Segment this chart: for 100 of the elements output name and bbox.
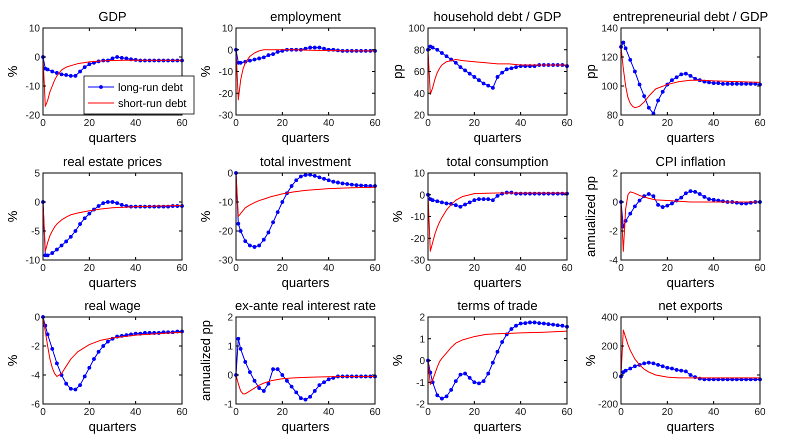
y-axis-title: % xyxy=(390,210,405,222)
point xyxy=(458,204,462,209)
point xyxy=(276,210,280,214)
point xyxy=(660,90,665,94)
y-tick-label: 100 xyxy=(408,24,426,34)
y-axis-title: pp xyxy=(583,64,598,79)
point xyxy=(454,203,458,208)
point xyxy=(285,378,289,383)
point xyxy=(331,180,336,184)
point xyxy=(472,75,476,79)
point xyxy=(472,380,476,384)
y-tick-label: -2 xyxy=(416,400,426,410)
point xyxy=(656,98,660,102)
y-tick-label: -10 xyxy=(26,82,40,92)
x-tick-label: 60 xyxy=(754,118,766,129)
y-tick-label: -200 xyxy=(598,400,618,410)
x-axis-title: quarters xyxy=(474,275,522,290)
point xyxy=(236,222,240,226)
point xyxy=(46,68,50,72)
x-tick-label: 40 xyxy=(515,118,527,129)
point xyxy=(665,204,670,208)
point xyxy=(551,322,555,327)
y-tick-label: 80 xyxy=(606,110,618,122)
point xyxy=(308,394,312,399)
y-tick-label: 0 xyxy=(227,370,234,382)
x-tick-label: 20 xyxy=(468,407,480,418)
point xyxy=(670,202,674,206)
x-axis-title: quarters xyxy=(88,275,137,290)
point xyxy=(514,324,518,328)
x-axis-title: quarters xyxy=(666,275,715,290)
point xyxy=(444,54,448,58)
point xyxy=(78,70,82,74)
point xyxy=(257,56,262,60)
y-tick-label: -2 xyxy=(609,226,618,238)
point xyxy=(60,72,64,76)
point xyxy=(449,388,454,392)
point xyxy=(740,82,744,86)
chart-title: ex-ante real interest rate xyxy=(235,298,376,313)
y-tick-label: -1 xyxy=(224,400,234,410)
point xyxy=(243,360,248,364)
point xyxy=(106,340,110,344)
point xyxy=(670,366,674,370)
y-axis-title: % xyxy=(583,354,598,366)
line-series xyxy=(620,46,760,108)
y-tick-label: 10 xyxy=(414,168,426,180)
point xyxy=(642,362,646,366)
y-tick-label: -20 xyxy=(410,234,426,245)
point xyxy=(490,198,495,202)
point xyxy=(628,212,632,216)
point xyxy=(712,198,716,202)
point xyxy=(82,216,87,220)
point xyxy=(435,393,440,398)
point xyxy=(440,51,444,55)
x-axis-title: quarters xyxy=(474,130,522,145)
y-tick-label: 80 xyxy=(414,45,426,56)
point xyxy=(440,396,444,400)
point xyxy=(734,82,739,86)
y-tick-label: 0 xyxy=(419,356,426,367)
point xyxy=(463,68,467,72)
y-tick-label: -30 xyxy=(410,256,426,266)
point xyxy=(248,58,252,63)
point xyxy=(542,322,546,326)
y-axis-title: % xyxy=(198,65,213,78)
x-tick-label: 40 xyxy=(708,263,720,274)
point xyxy=(528,320,532,324)
point xyxy=(290,184,294,188)
point xyxy=(430,46,435,50)
point xyxy=(345,182,350,186)
point xyxy=(665,366,670,370)
point xyxy=(271,220,275,224)
legend-label: short-run debt xyxy=(118,98,186,110)
point xyxy=(120,56,124,60)
point xyxy=(74,74,78,78)
point xyxy=(486,197,490,201)
point xyxy=(440,200,444,204)
point xyxy=(486,372,490,376)
y-tick-label: -4 xyxy=(31,370,40,382)
chart-title: real estate prices xyxy=(63,154,162,169)
y-tick-label: 0 xyxy=(34,52,40,64)
point xyxy=(458,372,462,377)
point xyxy=(500,70,504,74)
x-axis-title: quarters xyxy=(88,419,137,434)
point xyxy=(477,381,481,386)
point xyxy=(532,320,536,324)
point xyxy=(101,344,106,348)
point xyxy=(679,72,684,76)
y-axis-title: % xyxy=(390,354,405,366)
line-series xyxy=(236,374,376,394)
point xyxy=(523,321,528,325)
y-tick-label: 0 xyxy=(612,198,618,208)
point xyxy=(322,380,326,384)
point xyxy=(463,202,467,206)
point xyxy=(435,48,440,52)
x-tick-label: 60 xyxy=(369,407,381,418)
point xyxy=(628,58,632,62)
x-axis-title: quarters xyxy=(666,419,715,434)
point xyxy=(318,46,322,50)
point xyxy=(444,202,448,206)
y-axis-title: % xyxy=(198,210,213,222)
point xyxy=(444,394,448,398)
